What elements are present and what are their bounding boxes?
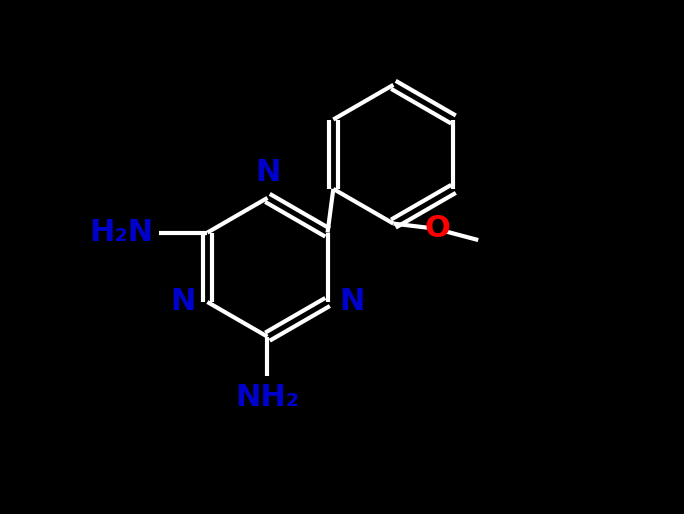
Text: O: O	[424, 214, 450, 243]
Text: NH₂: NH₂	[235, 383, 300, 412]
Text: N: N	[171, 287, 196, 317]
Text: N: N	[339, 287, 365, 317]
Text: H₂N: H₂N	[90, 218, 153, 247]
Text: N: N	[254, 158, 280, 187]
